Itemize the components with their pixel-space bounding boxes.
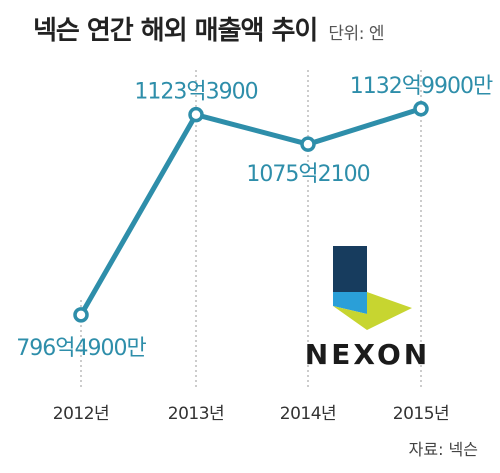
data-point bbox=[188, 106, 204, 123]
data-point bbox=[73, 307, 89, 323]
data-label: 1075억2100 bbox=[246, 162, 369, 187]
data-point bbox=[300, 136, 316, 152]
data-label: 1123억3900 bbox=[134, 80, 257, 105]
data-point bbox=[413, 101, 429, 117]
unit-label: 단위: 엔 bbox=[328, 24, 384, 44]
nexon-logo: NEXON bbox=[300, 246, 435, 371]
x-tick-label: 2014년 bbox=[280, 404, 336, 424]
title-block: 넥슨 연간 해외 매출액 추이 단위: 엔 bbox=[33, 10, 384, 47]
data-labels: 796억4900만 1123억3900 1075억2100 1132억9900만 bbox=[16, 74, 494, 361]
x-tick-label: 2013년 bbox=[168, 404, 224, 424]
logo-mark-icon bbox=[333, 246, 412, 330]
series-line bbox=[78, 106, 424, 318]
x-axis-ticks: 2012년 2013년 2014년 2015년 bbox=[53, 404, 450, 424]
markers bbox=[73, 101, 429, 323]
x-tick-label: 2012년 bbox=[53, 404, 109, 424]
source-note: 자료: 넥슨 bbox=[408, 440, 478, 459]
data-label: 1132억9900만 bbox=[350, 74, 493, 99]
data-label: 796억4900만 bbox=[16, 336, 146, 361]
chart-title: 넥슨 연간 해외 매출액 추이 bbox=[33, 16, 318, 46]
x-tick-label: 2015년 bbox=[393, 404, 449, 424]
logo-wordmark: NEXON bbox=[304, 338, 431, 371]
